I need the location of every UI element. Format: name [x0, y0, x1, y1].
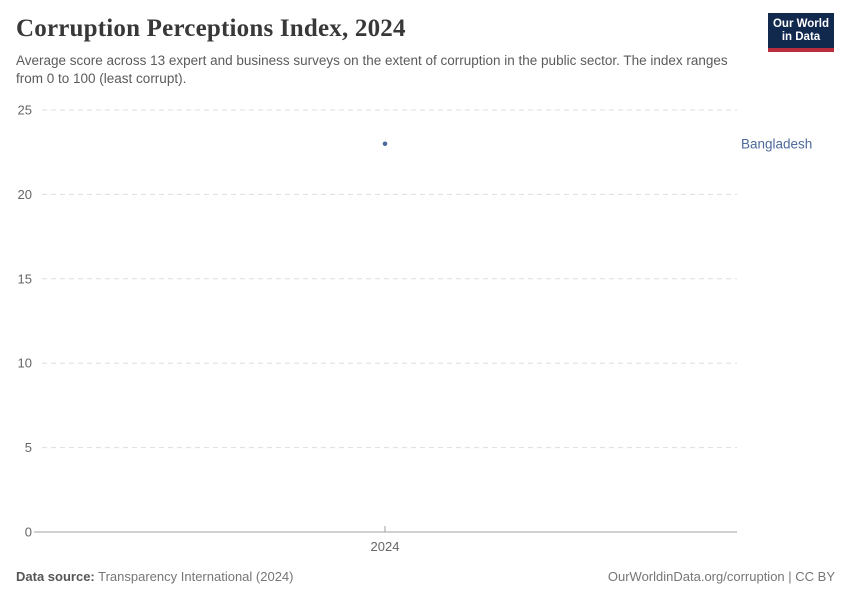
y-tick-label-10: 10	[18, 356, 32, 371]
owid-logo[interactable]: Our World in Data	[768, 13, 834, 52]
y-tick-label-0: 0	[25, 525, 32, 540]
attribution-link[interactable]: OurWorldinData.org/corruption | CC BY	[607, 569, 835, 584]
chart-subtitle: Average score across 13 expert and busin…	[16, 53, 728, 86]
x-tick-label-2024: 2024	[371, 539, 400, 554]
data-source: Data source: Transparency International …	[16, 569, 294, 584]
logo-line-2: in Data	[781, 31, 821, 43]
y-tick-label-5: 5	[25, 440, 32, 455]
data-point-bangladesh[interactable]	[382, 141, 388, 147]
y-tick-label-20: 20	[18, 187, 32, 202]
y-tick-label-25: 25	[18, 103, 32, 118]
page-title: Corruption Perceptions Index, 2024	[16, 15, 406, 42]
entity-label-bangladesh[interactable]: Bangladesh	[741, 136, 812, 151]
data-source-value: Transparency International (2024)	[98, 569, 294, 584]
y-tick-label-15: 15	[18, 271, 32, 286]
data-source-label: Data source:	[16, 569, 95, 584]
logo-line-1: Our World	[772, 18, 829, 30]
